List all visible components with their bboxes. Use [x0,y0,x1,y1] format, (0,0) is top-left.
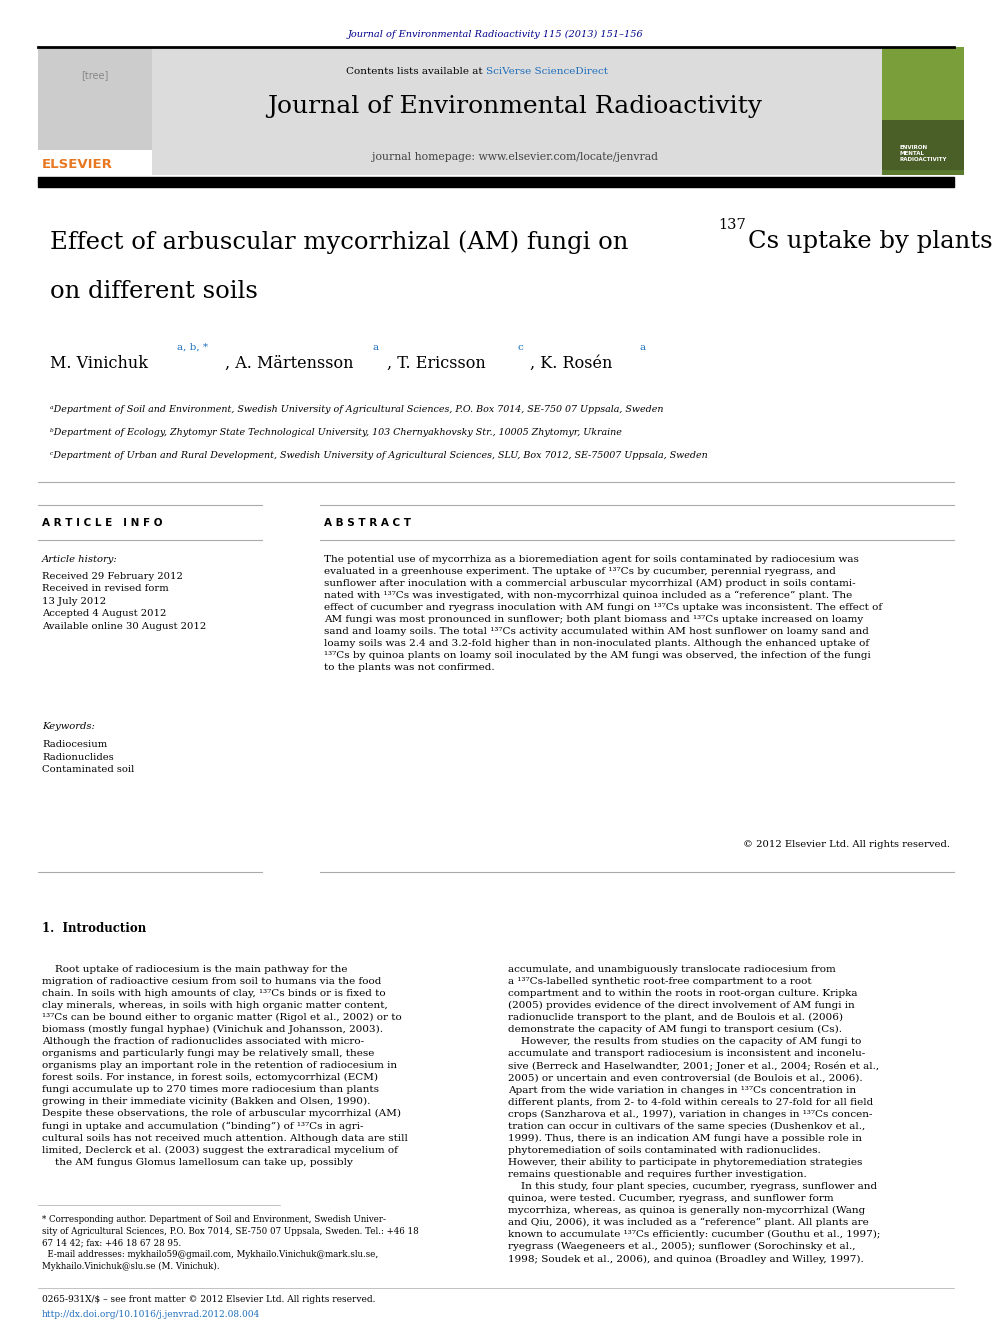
Text: http://dx.doi.org/10.1016/j.jenvrad.2012.08.004: http://dx.doi.org/10.1016/j.jenvrad.2012… [42,1310,260,1319]
Text: a: a [372,343,378,352]
Text: The potential use of mycorrhiza as a bioremediation agent for soils contaminated: The potential use of mycorrhiza as a bio… [324,556,882,672]
Text: Received 29 February 2012
Received in revised form
13 July 2012
Accepted 4 Augus: Received 29 February 2012 Received in re… [42,572,206,631]
Text: A R T I C L E   I N F O: A R T I C L E I N F O [42,519,163,528]
Text: ᶜDepartment of Urban and Rural Development, Swedish University of Agricultural S: ᶜDepartment of Urban and Rural Developme… [50,451,707,460]
Text: ᵃDepartment of Soil and Environment, Swedish University of Agricultural Sciences: ᵃDepartment of Soil and Environment, Swe… [50,405,664,414]
Text: Journal of Environmental Radioactivity: Journal of Environmental Radioactivity [268,95,763,118]
Text: Radiocesium
Radionuclides
Contaminated soil: Radiocesium Radionuclides Contaminated s… [42,740,134,774]
Bar [38,48,152,149]
Text: Cs uptake by plants grown: Cs uptake by plants grown [748,230,992,253]
Text: accumulate, and unambiguously translocate radiocesium from
a ¹³⁷Cs-labelled synt: accumulate, and unambiguously translocat… [508,964,880,1263]
Text: 137: 137 [718,218,746,232]
Text: Journal of Environmental Radioactivity 115 (2013) 151–156: Journal of Environmental Radioactivity 1… [348,30,644,40]
Text: journal homepage: www.elsevier.com/locate/jenvrad: journal homepage: www.elsevier.com/locat… [372,152,658,161]
Text: Article history:: Article history: [42,556,118,564]
Text: [tree]: [tree] [81,70,109,79]
Bar [152,48,882,175]
Text: © 2012 Elsevier Ltd. All rights reserved.: © 2012 Elsevier Ltd. All rights reserved… [743,840,950,849]
Text: a: a [639,343,645,352]
Text: c: c [518,343,524,352]
Text: , A. Märtensson: , A. Märtensson [225,355,353,372]
Text: * Corresponding author. Department of Soil and Environment, Swedish Univer-
sity: * Corresponding author. Department of So… [42,1215,419,1271]
Text: Contents lists available at: Contents lists available at [346,67,486,75]
Text: Keywords:: Keywords: [42,722,95,732]
Bar [882,48,964,175]
Text: ENVIRON
MENTAL
RADIOACTIVITY: ENVIRON MENTAL RADIOACTIVITY [900,146,946,161]
Text: Effect of arbuscular mycorrhizal (AM) fungi on: Effect of arbuscular mycorrhizal (AM) fu… [50,230,636,254]
Text: 0265-931X/$ – see front matter © 2012 Elsevier Ltd. All rights reserved.: 0265-931X/$ – see front matter © 2012 El… [42,1295,376,1304]
Text: , T. Ericsson: , T. Ericsson [387,355,486,372]
Text: SciVerse ScienceDirect: SciVerse ScienceDirect [486,67,608,75]
Text: 1.  Introduction: 1. Introduction [42,922,146,935]
Text: , K. Rosén: , K. Rosén [530,355,612,372]
Text: A B S T R A C T: A B S T R A C T [324,519,411,528]
Bar [882,48,964,120]
Text: M. Vinichuk: M. Vinichuk [50,355,148,372]
Text: on different soils: on different soils [50,280,258,303]
Bar [882,120,964,169]
Text: Root uptake of radiocesium is the main pathway for the
migration of radioactive : Root uptake of radiocesium is the main p… [42,964,408,1167]
Text: ELSEVIER: ELSEVIER [42,157,113,171]
Text: ᵇDepartment of Ecology, Zhytomyr State Technological University, 103 Chernyakhov: ᵇDepartment of Ecology, Zhytomyr State T… [50,429,622,437]
Bar [38,48,152,175]
Text: a, b, *: a, b, * [177,343,208,352]
